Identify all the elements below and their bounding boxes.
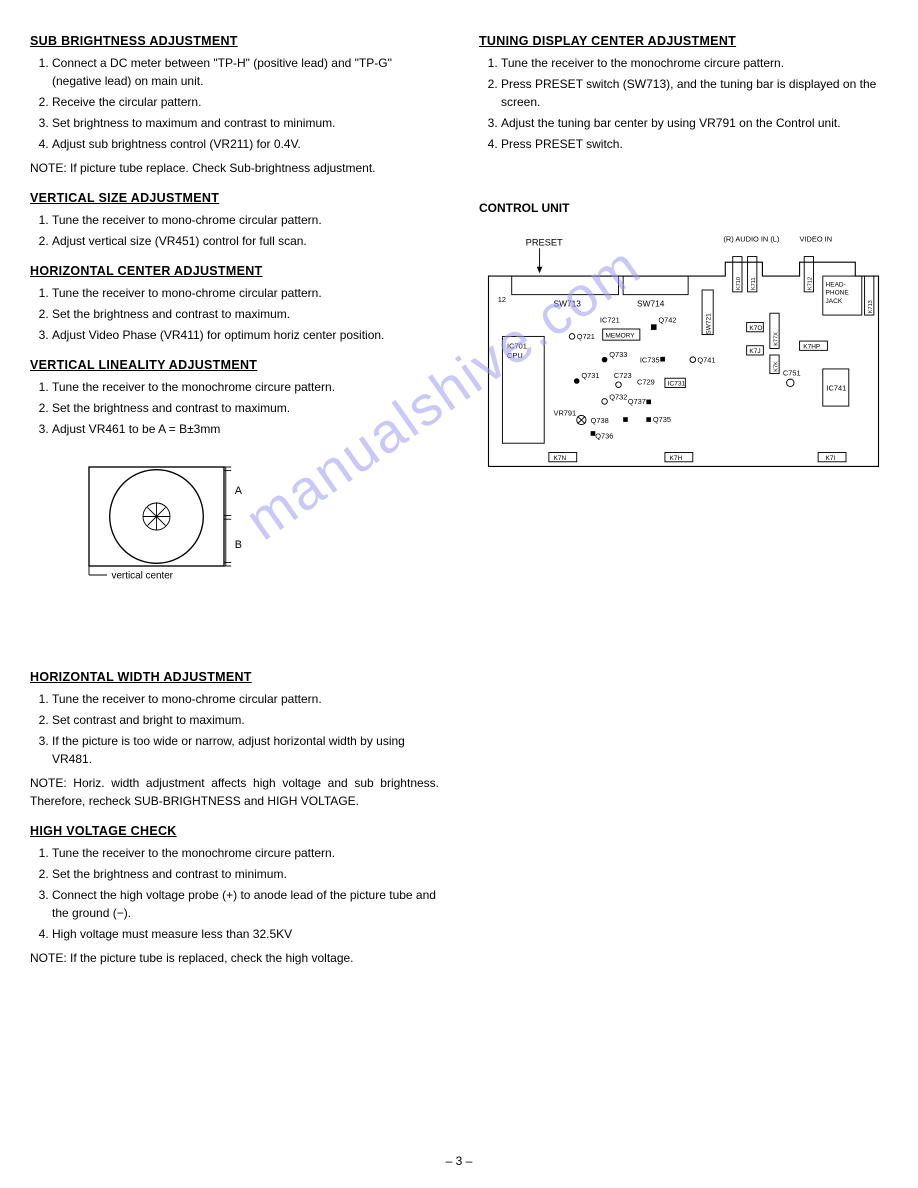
- list-item: Receive the circular pattern.: [52, 93, 439, 111]
- svg-text:12: 12: [498, 295, 506, 304]
- list-item: Tune the receiver to mono-chrome circula…: [52, 690, 439, 708]
- diagram-caption: vertical center: [112, 571, 174, 582]
- svg-text:PHONE: PHONE: [826, 290, 850, 297]
- svg-text:C751: C751: [783, 368, 801, 377]
- list-item: Connect a DC meter between "TP-H" (posit…: [52, 54, 439, 90]
- note-text: Horiz. width adjustment affects high vol…: [30, 776, 439, 808]
- list-item: Adjust Video Phase (VR411) for optimum h…: [52, 326, 439, 344]
- list-item: Tune the receiver to the monochrome circ…: [52, 378, 439, 396]
- svg-text:K7N: K7N: [554, 455, 567, 462]
- note-text: If the picture tube is replaced, check t…: [67, 951, 354, 965]
- svg-text:IC741: IC741: [827, 383, 847, 392]
- list-item: Tune the receiver to the monochrome circ…: [52, 844, 439, 862]
- diagram-label-a: A: [235, 485, 243, 497]
- svg-text:C729: C729: [637, 378, 655, 387]
- list-item: Tune the receiver to the monochrome circ…: [501, 54, 888, 72]
- svg-text:K7H: K7H: [670, 455, 683, 462]
- list-item: Connect the high voltage probe (+) to an…: [52, 886, 439, 922]
- svg-text:C723: C723: [614, 371, 632, 380]
- list-item: High voltage must measure less than 32.5…: [52, 925, 439, 943]
- vertical-lineality-steps: Tune the receiver to the monochrome circ…: [30, 378, 439, 438]
- svg-text:VR791: VR791: [554, 408, 577, 417]
- list-item: Set contrast and bright to maximum.: [52, 711, 439, 729]
- right-column: TUNING DISPLAY CENTER ADJUSTMENT Tune th…: [479, 20, 888, 973]
- svg-text:IC731: IC731: [668, 381, 686, 388]
- sub-brightness-heading: SUB BRIGHTNESS ADJUSTMENT: [30, 34, 439, 48]
- svg-text:K7HP: K7HP: [803, 344, 820, 351]
- list-item: Press PRESET switch.: [501, 135, 888, 153]
- svg-text:IC735: IC735: [640, 355, 660, 364]
- svg-text:MEMORY: MEMORY: [606, 332, 636, 339]
- list-item: Adjust vertical size (VR451) control for…: [52, 232, 439, 250]
- vertical-size-steps: Tune the receiver to mono-chrome circula…: [30, 211, 439, 250]
- list-item: Set the brightness and contrast to maxim…: [52, 399, 439, 417]
- svg-text:IC701: IC701: [507, 342, 527, 351]
- svg-text:K7J: K7J: [749, 348, 760, 355]
- svg-text:Q732: Q732: [609, 393, 627, 402]
- control-unit-diagram: PRESET (R) AUDIO IN (L) VIDEO IN 12 SW71…: [479, 225, 888, 488]
- svg-text:K7I: K7I: [826, 455, 836, 462]
- svg-text:Q735: Q735: [653, 415, 671, 424]
- horizontal-width-steps: Tune the receiver to mono-chrome circula…: [30, 690, 439, 768]
- svg-text:Q741: Q741: [697, 355, 715, 364]
- svg-text:SW721: SW721: [705, 313, 712, 335]
- list-item: Set brightness to maximum and contrast t…: [52, 114, 439, 132]
- svg-text:K711: K711: [751, 277, 757, 290]
- svg-text:K712: K712: [808, 277, 814, 290]
- preset-label: PRESET: [526, 237, 563, 247]
- svg-text:CPU: CPU: [507, 351, 523, 360]
- vertical-center-diagram: A B vertical center: [80, 458, 260, 596]
- page-number: – 3 –: [0, 1154, 918, 1168]
- diagram-label-b: B: [235, 539, 242, 551]
- left-column: SUB BRIGHTNESS ADJUSTMENT Connect a DC m…: [30, 20, 439, 973]
- high-voltage-steps: Tune the receiver to the monochrome circ…: [30, 844, 439, 943]
- svg-text:K710: K710: [736, 277, 742, 290]
- horizontal-width-note: NOTE: Horiz. width adjustment affects hi…: [30, 774, 439, 810]
- sub-brightness-steps: Connect a DC meter between "TP-H" (posit…: [30, 54, 439, 153]
- list-item: Press PRESET switch (SW713), and the tun…: [501, 75, 888, 111]
- svg-text:K7O: K7O: [749, 325, 762, 332]
- svg-text:Q731: Q731: [581, 371, 599, 380]
- vertical-lineality-heading: VERTICAL LINEALITY ADJUSTMENT: [30, 358, 439, 372]
- note-label: NOTE:: [30, 951, 67, 965]
- tuning-display-steps: Tune the receiver to the monochrome circ…: [479, 54, 888, 153]
- list-item: Adjust sub brightness control (VR211) fo…: [52, 135, 439, 153]
- list-item: Tune the receiver to mono-chrome circula…: [52, 211, 439, 229]
- svg-text:Q742: Q742: [658, 316, 676, 325]
- list-item: If the picture is too wide or narrow, ad…: [52, 732, 439, 768]
- sw714-label: SW714: [637, 299, 665, 309]
- note-label: NOTE:: [30, 776, 67, 790]
- svg-text:Q736: Q736: [595, 432, 613, 441]
- tuning-display-heading: TUNING DISPLAY CENTER ADJUSTMENT: [479, 34, 888, 48]
- horizontal-center-heading: HORIZONTAL CENTER ADJUSTMENT: [30, 264, 439, 278]
- note-text: If picture tube replace. Check Sub-brigh…: [67, 161, 376, 175]
- svg-text:Q721: Q721: [577, 332, 595, 341]
- vertical-size-heading: VERTICAL SIZE ADJUSTMENT: [30, 191, 439, 205]
- svg-text:Q733: Q733: [609, 350, 627, 359]
- list-item: Adjust VR461 to be A = B±3mm: [52, 420, 439, 438]
- high-voltage-note: NOTE: If the picture tube is replaced, c…: [30, 949, 439, 967]
- svg-text:K7K: K7K: [773, 361, 779, 372]
- note-label: NOTE:: [30, 161, 67, 175]
- horizontal-center-steps: Tune the receiver to mono-chrome circula…: [30, 284, 439, 344]
- svg-text:HEAD-: HEAD-: [826, 281, 846, 288]
- svg-text:IC721: IC721: [600, 316, 620, 325]
- svg-text:Q738: Q738: [591, 416, 609, 425]
- svg-text:JACK: JACK: [826, 298, 843, 305]
- list-item: Adjust the tuning bar center by using VR…: [501, 114, 888, 132]
- horizontal-width-heading: HORIZONTAL WIDTH ADJUSTMENT: [30, 670, 439, 684]
- sub-brightness-note: NOTE: If picture tube replace. Check Sub…: [30, 159, 439, 177]
- svg-text:Q737: Q737: [628, 397, 646, 406]
- svg-text:K713: K713: [868, 300, 874, 313]
- list-item: Set the brightness and contrast to minim…: [52, 865, 439, 883]
- audio-in-label: (R) AUDIO IN (L): [723, 235, 779, 244]
- two-column-layout: SUB BRIGHTNESS ADJUSTMENT Connect a DC m…: [30, 20, 888, 973]
- svg-text:K77X: K77X: [773, 332, 779, 346]
- video-in-label: VIDEO IN: [800, 235, 833, 244]
- list-item: Tune the receiver to mono-chrome circula…: [52, 284, 439, 302]
- list-item: Set the brightness and contrast to maxim…: [52, 305, 439, 323]
- control-unit-heading: CONTROL UNIT: [479, 201, 888, 215]
- high-voltage-heading: HIGH VOLTAGE CHECK: [30, 824, 439, 838]
- sw713-label: SW713: [554, 299, 582, 309]
